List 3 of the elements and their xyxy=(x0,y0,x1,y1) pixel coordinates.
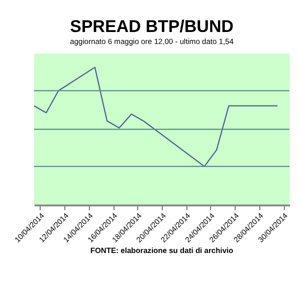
chart-subtitle: aggiornato 6 maggio ore 12,00 - ultimo dato 1,54 xyxy=(70,37,234,46)
chart-title: SPREAD BTP/BUND xyxy=(70,16,234,36)
source-note: FONTE: elaborazione su dati di archivio xyxy=(90,246,234,256)
